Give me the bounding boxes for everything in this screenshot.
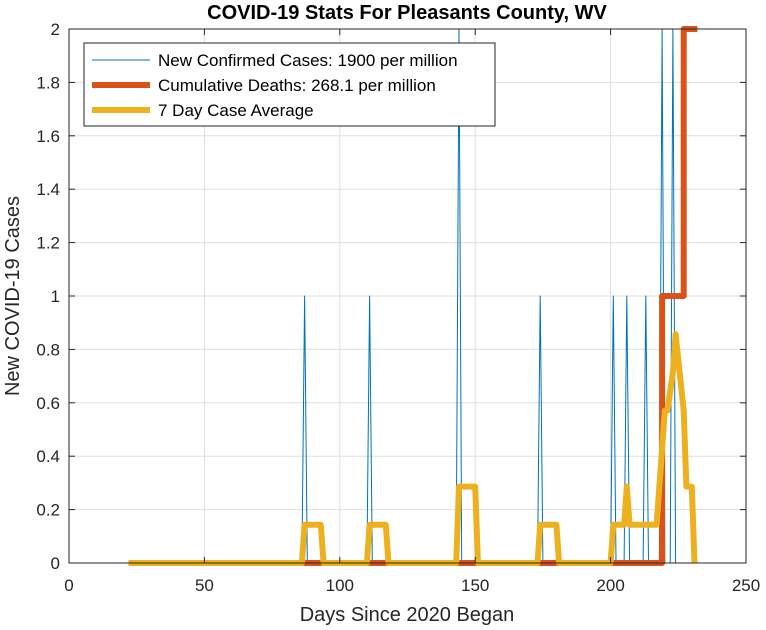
x-tick-label: 250 [732,576,760,595]
x-tick-label: 200 [596,576,624,595]
x-tick-label: 100 [326,576,354,595]
x-tick-label: 0 [64,576,73,595]
y-tick-label: 0.4 [36,447,60,466]
legend-box [83,42,496,127]
y-tick-label: 1.6 [36,127,60,146]
y-tick-label: 0.6 [36,394,60,413]
series-new-confirmed-cases [128,28,695,564]
ticks [68,28,747,564]
y-tick-label: 0.8 [36,340,60,359]
legend-label-case-average: 7 Day Case Average [158,101,314,120]
y-tick-label: 1.2 [36,234,60,253]
tick-labels: 0 50 100 150 200 250 0 0.2 0.4 0.6 0.8 1 1.2 1.4 1.6 1.… [36,20,760,595]
x-axis-label: Days Since 2020 Began [300,604,515,626]
y-tick-label: 1 [51,287,60,306]
legend-label-cumulative-deaths: Cumulative Deaths: 268.1 per million [158,76,436,95]
x-tick-label: 50 [195,576,214,595]
x-tick-label: 150 [461,576,489,595]
y-tick-label: 1.4 [36,180,60,199]
chart-title: COVID-19 Stats For Pleasants County, WV [207,2,607,24]
y-axis-label: New COVID-19 Cases [2,196,24,396]
y-tick-label: 0.2 [36,501,60,520]
y-tick-label: 1.8 [36,73,60,92]
y-tick-label: 0 [51,554,60,573]
legend-label-new-cases: New Confirmed Cases: 1900 per million [158,51,458,70]
legend: New Confirmed Cases: 1900 per million Cu… [83,42,496,127]
y-tick-label: 2 [51,20,60,39]
